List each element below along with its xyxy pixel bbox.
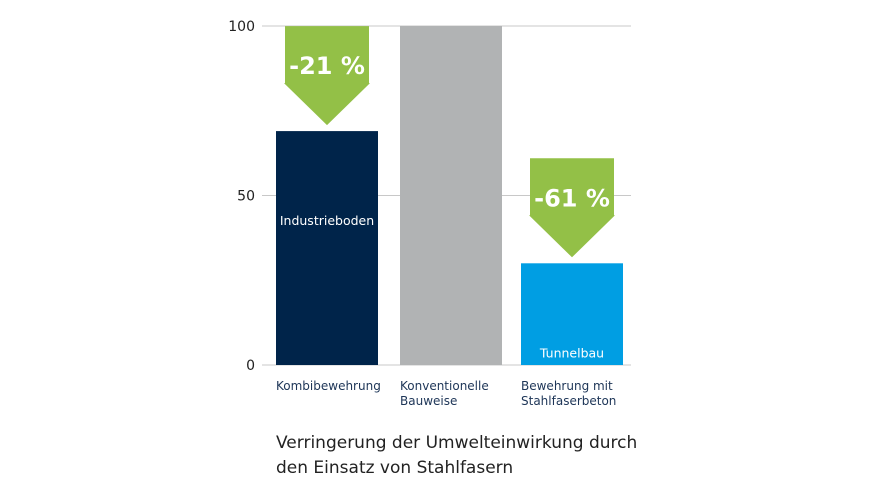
caption-line-1: Verringerung der Umwelteinwirkung durch [276, 433, 638, 453]
reduction-label-1: -21 % [289, 52, 365, 80]
y-tick-label-0: 0 [246, 358, 255, 374]
bar-label-3: Tunnelbau [539, 345, 604, 360]
bar-label-1: Industrieboden [280, 213, 374, 228]
category-label-3-line-2: Stahlfaserbeton [521, 394, 616, 408]
category-label-2-line-1: Konventionelle [400, 379, 489, 393]
y-tick-label-100: 100 [228, 19, 255, 35]
caption-line-2: den Einsatz von Stahlfasern [276, 458, 514, 478]
bar-3 [521, 263, 623, 365]
bar-1 [276, 131, 378, 365]
reduction-arrow-3 [529, 158, 615, 258]
bar-2 [400, 26, 502, 365]
reduction-arrow-1 [284, 26, 370, 126]
category-label-2-line-2: Bauweise [400, 394, 457, 408]
category-label-1-line-1: Kombibewehrung [276, 379, 381, 393]
bar-chart: 0 50 100 Industrieboden Kombibewehrung -21 % K… [228, 19, 631, 408]
chart-caption: Verringerung der Umwelteinwirkung durch … [276, 431, 696, 481]
reduction-label-3: -61 % [534, 184, 610, 212]
y-tick-label-50: 50 [237, 189, 255, 205]
category-label-3-line-1: Bewehrung mit [521, 379, 613, 393]
